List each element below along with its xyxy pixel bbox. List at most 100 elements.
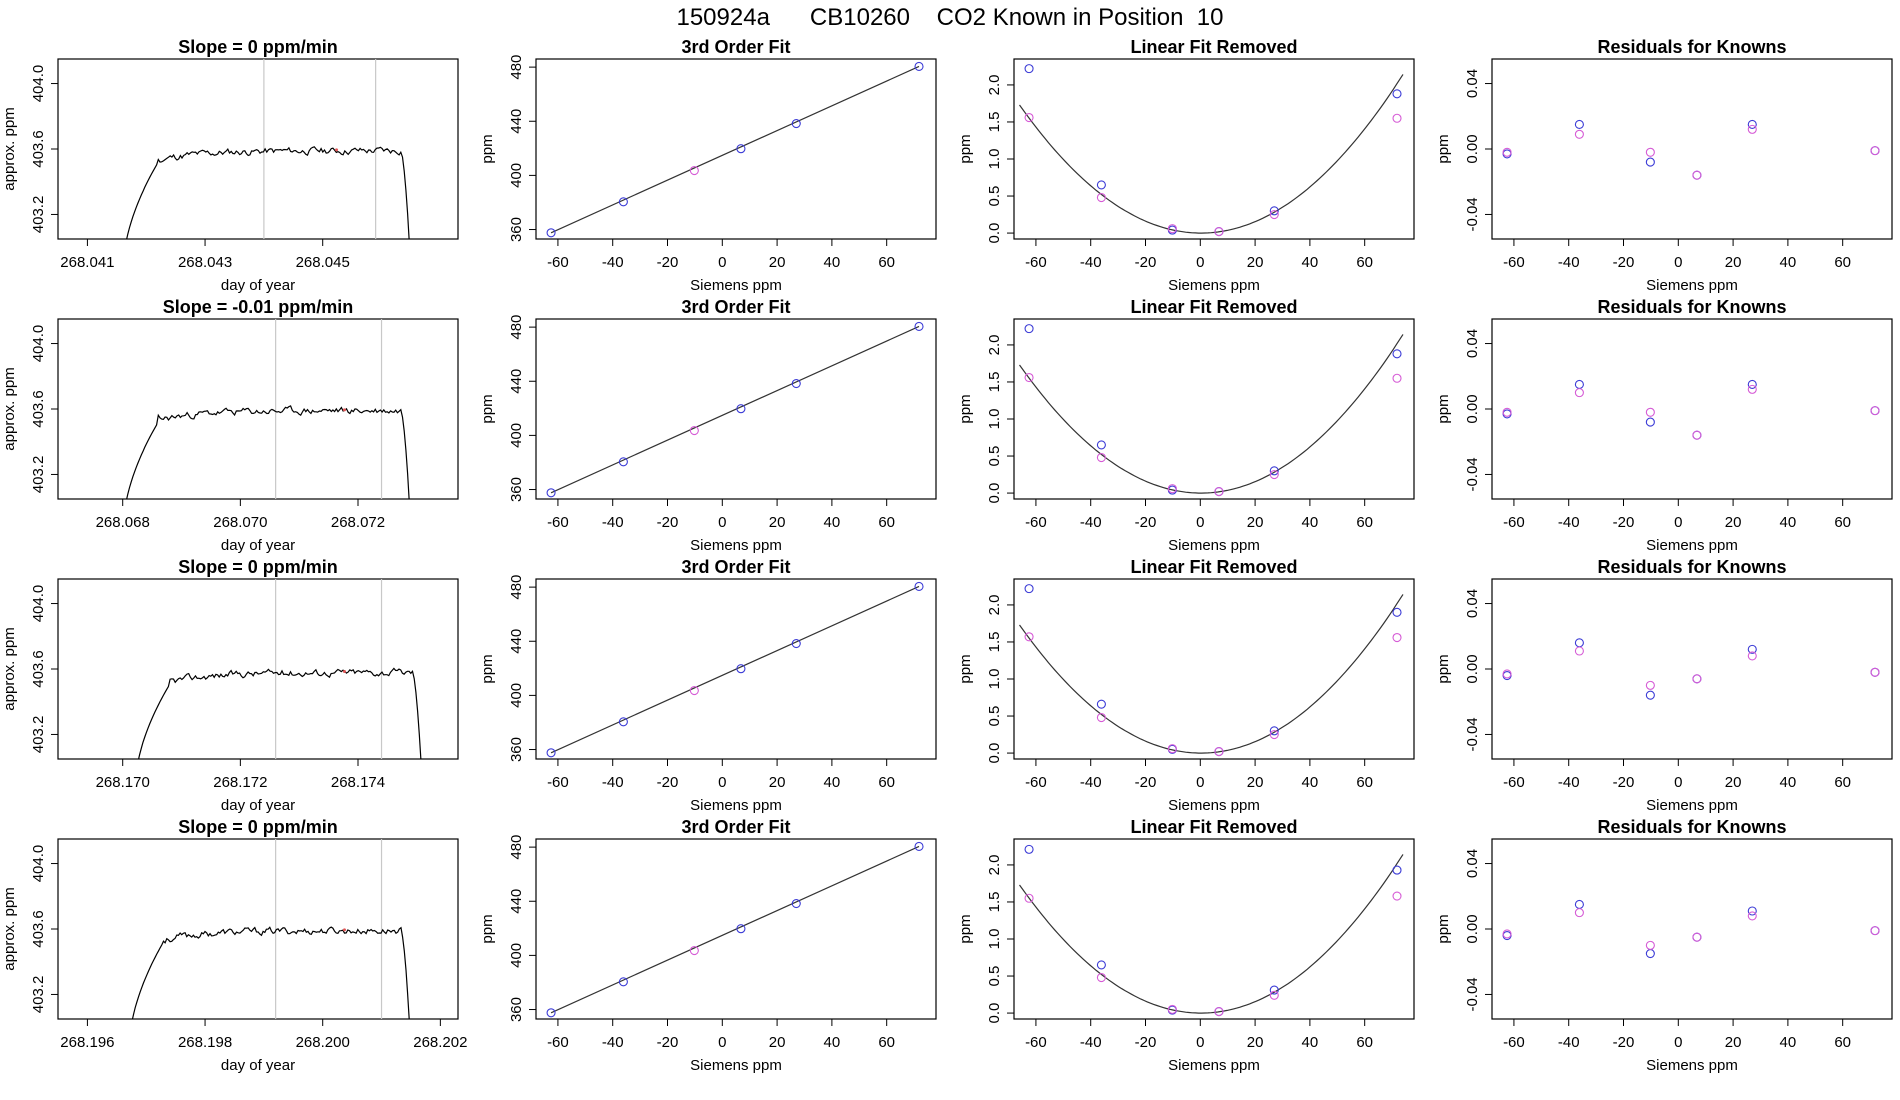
x-tick-label: 0 [1674, 774, 1682, 791]
data-trace [131, 926, 410, 1019]
y-tick-label: 1.0 [986, 929, 1003, 950]
data-marker [335, 148, 339, 152]
data-marker [342, 669, 346, 673]
x-tick-label: -20 [1613, 254, 1635, 271]
data-point [1096, 960, 1106, 970]
x-tick-label: 20 [1247, 774, 1264, 791]
x-tick-label: 20 [1247, 514, 1264, 531]
x-tick-label: 20 [1725, 1034, 1742, 1051]
y-tick-label: 0.04 [1464, 589, 1481, 618]
x-tick-label: 40 [1780, 254, 1797, 271]
data-point [1747, 379, 1757, 390]
chart-title: Linear Fit Removed [1130, 37, 1297, 57]
y-tick-label: 404.0 [30, 585, 47, 623]
data-point [618, 197, 628, 207]
x-tick-label: 20 [1725, 254, 1742, 271]
x-axis-label: Siemens ppm [690, 1057, 782, 1074]
chart-panel: Residuals for Knowns Siemens ppm ppm -60 -40… [1435, 297, 1893, 554]
data-point [1392, 89, 1402, 99]
data-point [1024, 324, 1034, 334]
x-tick-label: 60 [1356, 254, 1373, 271]
x-tick-label: 40 [1302, 514, 1319, 531]
page-title: 150924a CB10260 CO2 Known in Position 10 [676, 4, 1224, 31]
x-tick-label: -40 [1080, 1034, 1102, 1051]
x-axis-label: Siemens ppm [1168, 1057, 1260, 1074]
plot-area [1502, 119, 1880, 180]
plot-area [1502, 638, 1880, 700]
x-tick-label: 20 [769, 774, 786, 791]
x-tick-label: -20 [1135, 514, 1157, 531]
y-tick-label: 0.5 [986, 446, 1003, 467]
x-axis-label: day of year [221, 1057, 295, 1074]
x-axis-label: Siemens ppm [690, 537, 782, 554]
x-axis-label: Siemens ppm [1168, 277, 1260, 294]
data-point [1692, 430, 1702, 440]
y-tick-label: 403.6 [30, 650, 47, 688]
data-point [1645, 690, 1655, 700]
x-tick-label: 60 [1356, 514, 1373, 531]
x-tick-label: 20 [1725, 774, 1742, 791]
x-tick-label: 40 [1302, 774, 1319, 791]
y-tick-label: 1.5 [986, 112, 1003, 133]
x-tick-label: -40 [1558, 1034, 1580, 1051]
y-tick-label: 403.6 [30, 390, 47, 428]
x-tick-label: 268.172 [213, 774, 267, 791]
data-point [1870, 406, 1880, 416]
data-point [1502, 929, 1512, 939]
y-tick-label: -0.04 [1464, 977, 1481, 1011]
x-tick-label: 60 [1834, 1034, 1851, 1051]
data-point [914, 581, 924, 591]
x-tick-label: 40 [824, 514, 841, 531]
data-point [736, 144, 746, 154]
y-tick-label: 0.00 [1464, 134, 1481, 163]
plot-area [137, 579, 422, 759]
data-point [1269, 726, 1279, 736]
data-point [1574, 129, 1584, 139]
fit-line [550, 845, 920, 1014]
y-tick-label: 440 [508, 629, 525, 654]
data-point [1692, 674, 1702, 684]
x-tick-label: 268.041 [60, 254, 114, 271]
data-point [914, 321, 924, 331]
chart-title: 3rd Order Fit [681, 297, 790, 317]
y-tick-label: 1.0 [986, 149, 1003, 170]
y-axis-label: ppm [479, 394, 496, 423]
chart-panel: Slope = -0.01 ppm/min day of year approx. … [1, 297, 459, 554]
x-axis-label: Siemens ppm [1168, 537, 1260, 554]
data-trace [126, 405, 410, 499]
x-axis-label: Siemens ppm [1646, 1057, 1738, 1074]
y-tick-label: 403.2 [30, 976, 47, 1014]
x-tick-label: 268.198 [178, 1034, 232, 1051]
y-tick-label: 403.6 [30, 910, 47, 948]
y-tick-label: 0.04 [1464, 849, 1481, 878]
y-tick-label: 0.5 [986, 966, 1003, 987]
plot-area [1019, 584, 1404, 757]
plot-area [1019, 844, 1404, 1017]
x-tick-label: 0 [1196, 774, 1204, 791]
x-tick-label: 0 [1674, 514, 1682, 531]
x-tick-label: 20 [1725, 514, 1742, 531]
plot-frame [535, 838, 937, 1020]
x-tick-label: -60 [1025, 254, 1047, 271]
x-tick-label: -20 [1135, 774, 1157, 791]
data-point [1214, 747, 1224, 757]
y-tick-label: 360 [508, 737, 525, 762]
chart-panel: Residuals for Knowns Siemens ppm ppm -60 -40… [1435, 37, 1893, 294]
data-point [914, 61, 924, 71]
data-point [1574, 638, 1584, 648]
x-tick-label: 40 [1302, 254, 1319, 271]
x-tick-label: 60 [878, 514, 895, 531]
x-tick-label: -20 [657, 774, 679, 791]
data-point [1747, 644, 1757, 654]
y-tick-label: 2.0 [986, 334, 1003, 355]
data-point [1574, 119, 1584, 130]
chart-title: Slope = 0 ppm/min [178, 557, 338, 577]
x-tick-label: -20 [1135, 254, 1157, 271]
data-trace [126, 146, 410, 239]
fit-curve [1019, 74, 1404, 234]
x-tick-label: -20 [657, 514, 679, 531]
data-point [1096, 972, 1106, 983]
x-tick-label: -20 [1613, 774, 1635, 791]
x-axis-label: Siemens ppm [1646, 277, 1738, 294]
data-point [1645, 680, 1655, 690]
